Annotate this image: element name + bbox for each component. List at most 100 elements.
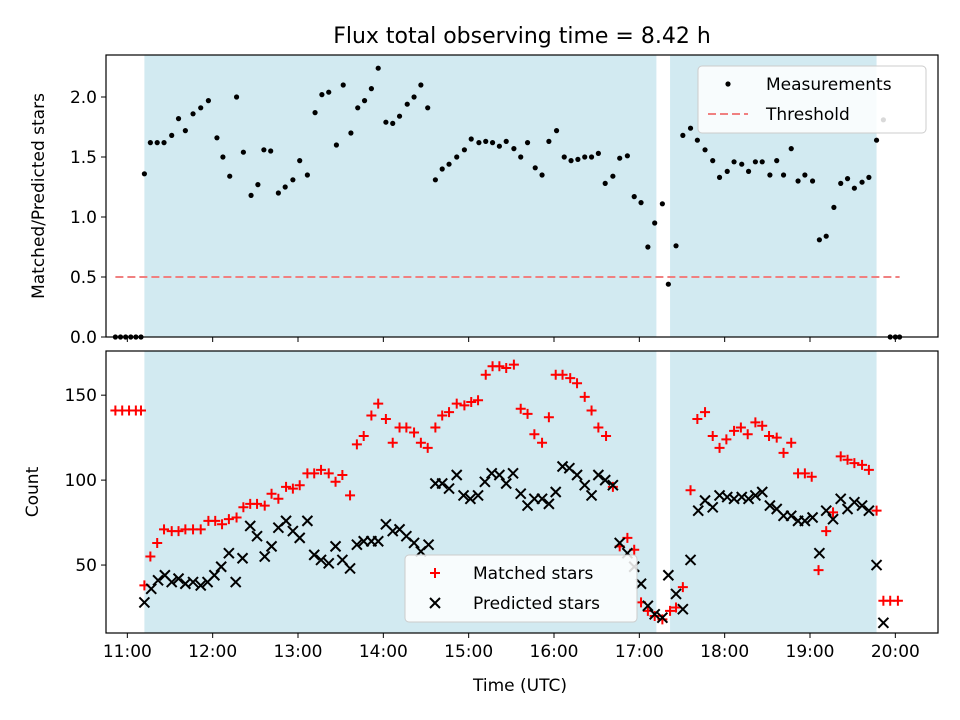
matched-star-point [444,407,455,418]
measurement-point [312,110,318,116]
matched-star-point [685,485,696,496]
measurement-point [631,194,637,200]
predicted-star-point [856,499,868,512]
matched-star-point [252,498,263,509]
matched-star-point [281,481,292,492]
measurement-point [383,119,389,125]
measurement-point [190,111,196,117]
matched-star-point [508,359,519,370]
y-axis-label: Matched/Predicted stars [29,93,49,299]
matched-star-point [316,464,327,475]
matched-star-point [778,447,789,458]
measurement-point [752,159,758,165]
measurement-point [645,244,651,250]
predicted-star-point [785,510,797,522]
measurement-point [568,158,574,164]
matched-star-point [842,454,853,465]
matched-star-point [159,524,170,535]
matched-star-point [195,524,206,535]
measurement-point [859,179,865,185]
measurement-point [319,92,325,98]
axes-frame [105,350,939,634]
measurement-point [227,173,233,179]
predicted-star-point [315,554,327,566]
matched-star-point [135,405,146,416]
predicted-star-point [472,489,484,502]
predicted-star-point [329,540,342,553]
measurement-point [546,138,552,144]
measurement-point [268,148,274,154]
matched-star-point [601,430,612,441]
matched-star-point [459,400,470,411]
matched-star-point [671,602,682,613]
predicted-star-point [707,501,719,513]
measurement-point [169,132,175,138]
predicted-star-point [152,574,164,587]
matched-star-point [786,437,797,448]
measurement-point [767,172,773,178]
y-tick-label: 1.5 [70,148,97,168]
measurement-point [282,184,288,190]
measurement-point [602,180,608,186]
matched-star-point [849,458,860,469]
x-tick-label: 12:00 [188,642,237,662]
predicted-star-point [323,557,335,570]
predicted-star-point [251,530,263,542]
measurement-point [476,140,482,146]
measurement-point [154,140,160,146]
measurement-point [873,137,880,143]
y-tick-label: 1.0 [70,208,97,228]
measurement-point [375,65,381,71]
predicted-star-point [351,538,363,551]
measurement-point [710,158,716,164]
matched-star-point [217,519,228,530]
matched-star-point [466,396,477,407]
measurement-point [759,159,765,165]
measurement-point [795,178,801,184]
matched-star-point [799,468,810,479]
x-tick-label: 11:00 [103,642,152,662]
matched-star-point [345,490,356,501]
measurement-point [524,140,531,146]
predicted-star-point [820,504,832,517]
y-axis-label: Count [23,466,43,517]
measurement-point [716,174,723,180]
predicted-star-point [208,569,221,581]
observing-interval-1 [670,351,877,633]
predicted-star-point [592,469,605,481]
measurement-point [851,185,857,191]
matched-star-point [145,551,156,562]
measurement-point [355,105,361,111]
matched-star-point [857,459,868,470]
matched-star-point [692,413,703,424]
measurement-point [809,178,816,184]
matched-star-point [451,398,462,409]
measurement-point [411,94,417,100]
measurement-point [446,161,452,167]
measurement-point [774,158,780,164]
matched-star-point [309,468,320,479]
x-tick-label: 14:00 [359,642,408,662]
legend-label: Predicted stars [473,594,600,614]
matched-star-point [522,408,533,419]
matched-star-point [351,439,362,450]
predicted-star-point [138,596,151,609]
measurement-point [731,159,737,165]
measurement-point [561,154,567,160]
legend-box [404,554,638,623]
predicted-star-point [308,549,320,561]
matched-star-point [387,437,398,448]
measurement-point [489,140,496,146]
y-tick-label: 100 [65,471,97,491]
legend-label: Measurements [766,75,892,95]
measurement-point [304,172,310,178]
measurement-point [439,166,445,172]
predicted-star-point [408,537,420,549]
matched-star-point [892,595,903,606]
legend-measurement-marker [725,81,731,87]
matched-star-point [649,611,660,622]
measurement-point [575,156,581,162]
predicted-star-point [556,460,569,473]
predicted-star-point [579,479,591,491]
